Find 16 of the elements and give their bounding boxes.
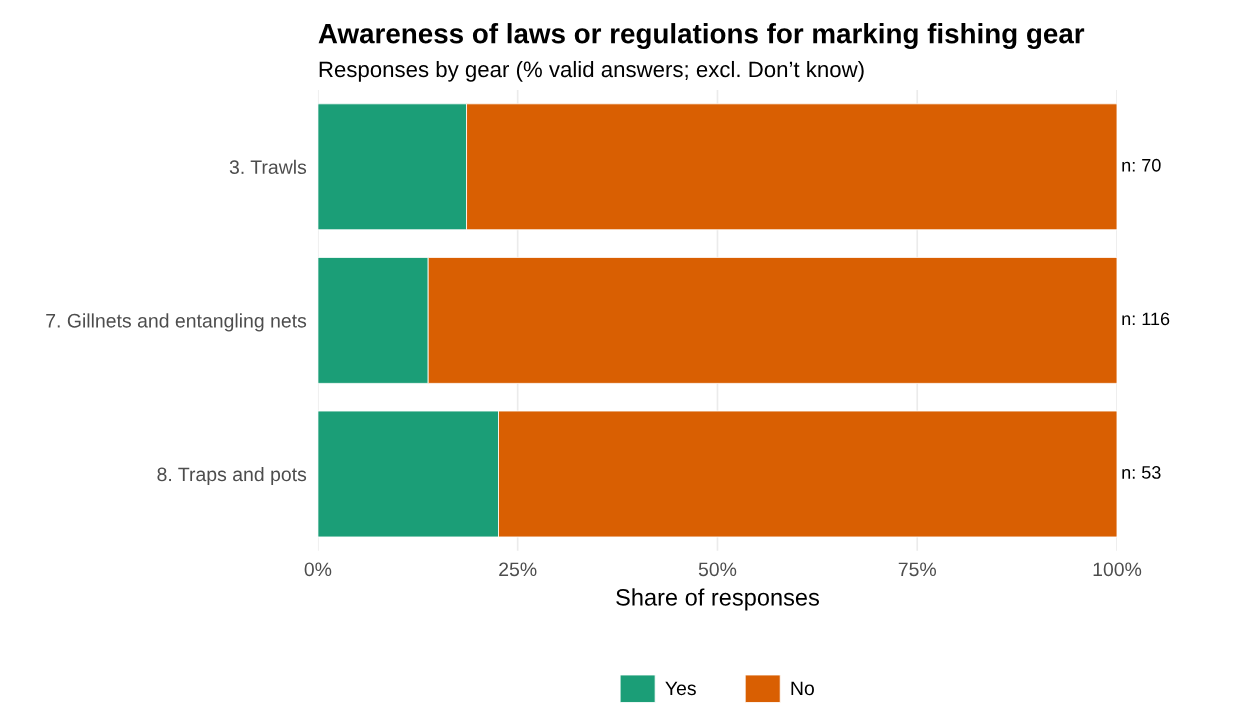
y-tick-label: 3. Trawls xyxy=(229,159,307,175)
x-tick-label: 0% xyxy=(304,562,332,577)
x-tick-label: 75% xyxy=(898,562,936,577)
text: n: 70 xyxy=(1122,158,1161,172)
chart-title: Awareness of laws or regulations for marking fishing gear xyxy=(318,23,1085,50)
x-axis-title: Share of responses xyxy=(616,588,819,611)
legend-label: No xyxy=(791,681,814,696)
text: n: 116 xyxy=(1122,312,1170,326)
y-tick-label: 8. Traps and pots xyxy=(157,466,307,486)
text: n: 53 xyxy=(1122,466,1161,479)
x-tick-label: 100% xyxy=(1093,562,1142,577)
x-tick-label: 50% xyxy=(698,562,737,577)
y-tick-label: 7. Gillnets and entangling nets xyxy=(46,313,307,332)
legend-label: Yes xyxy=(665,681,696,696)
chart-subtitle: Responses by gear (% valid answers; excl. Don’t know) xyxy=(319,60,864,82)
x-tick-label: 25% xyxy=(499,562,537,577)
